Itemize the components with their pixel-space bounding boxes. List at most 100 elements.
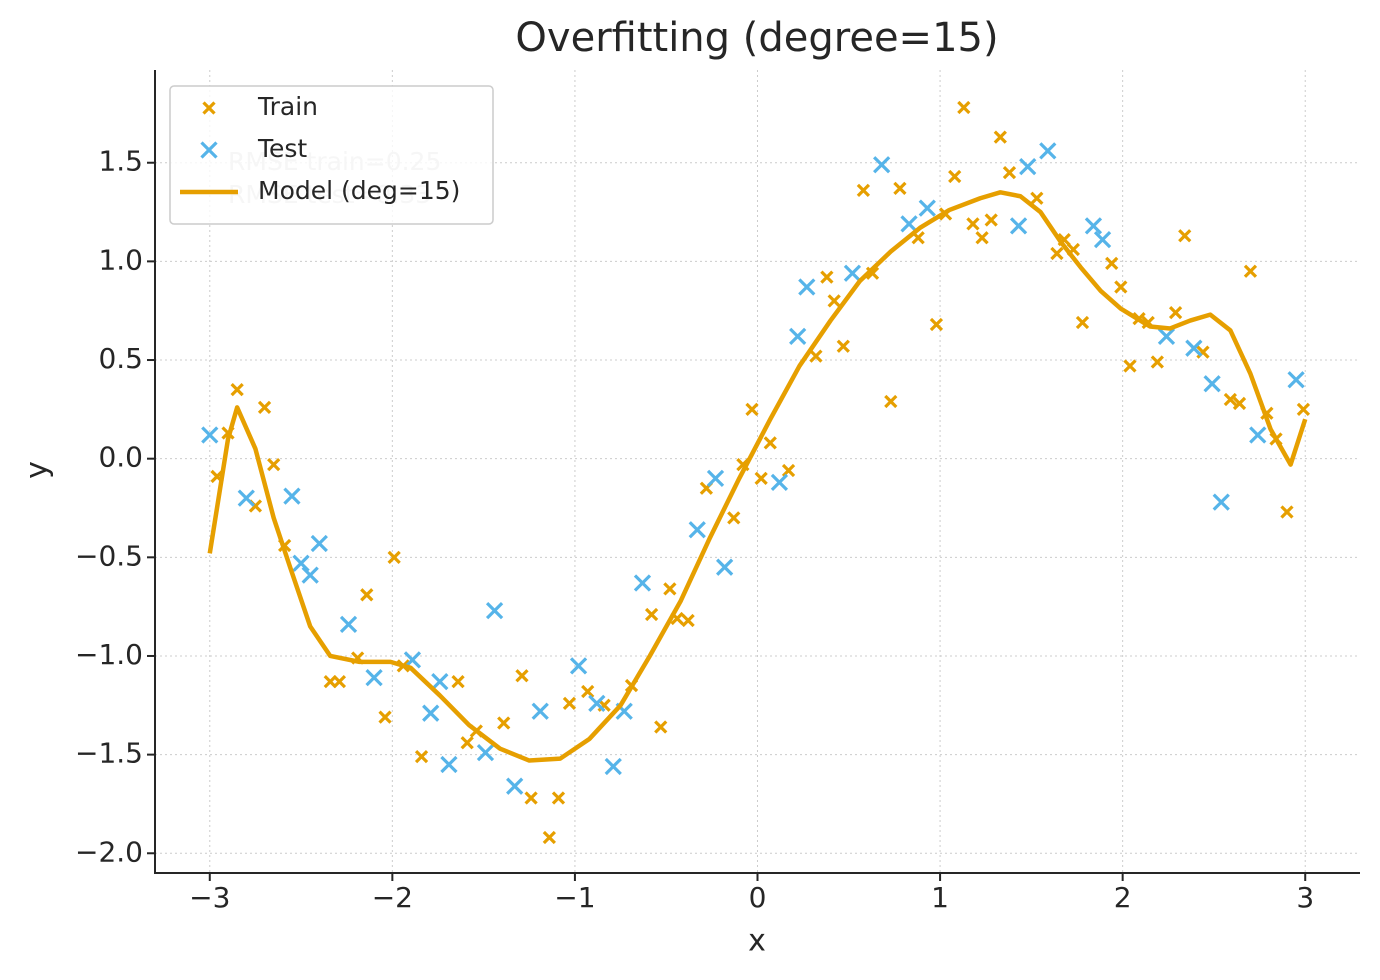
point bbox=[1123, 359, 1137, 373]
point bbox=[966, 217, 980, 231]
point bbox=[604, 757, 622, 776]
point bbox=[460, 736, 474, 750]
point bbox=[414, 749, 429, 764]
x-tick-label: 3 bbox=[1296, 881, 1314, 914]
point bbox=[257, 400, 272, 415]
point bbox=[1114, 280, 1128, 294]
point bbox=[1249, 426, 1267, 444]
point bbox=[1296, 402, 1311, 416]
x-tick-label: 2 bbox=[1114, 881, 1132, 914]
point bbox=[451, 674, 465, 689]
point bbox=[681, 613, 695, 628]
point bbox=[588, 694, 606, 712]
point bbox=[542, 830, 556, 845]
point bbox=[918, 199, 936, 217]
y-tick-label: −1.5 bbox=[75, 737, 143, 770]
point bbox=[551, 791, 566, 805]
point bbox=[485, 601, 504, 620]
point bbox=[283, 487, 301, 505]
point bbox=[1009, 217, 1028, 235]
point bbox=[1232, 396, 1247, 411]
point bbox=[267, 457, 281, 472]
point bbox=[476, 744, 495, 762]
legend-swatch bbox=[200, 141, 218, 159]
point bbox=[1212, 493, 1230, 511]
x-tick-label: 1 bbox=[931, 881, 949, 914]
point bbox=[770, 473, 789, 491]
legend-swatch bbox=[202, 101, 216, 115]
point bbox=[984, 213, 998, 227]
point bbox=[1185, 339, 1203, 357]
point bbox=[531, 702, 549, 720]
point bbox=[820, 270, 834, 284]
point bbox=[1084, 217, 1103, 235]
legend-label: Train bbox=[257, 92, 318, 121]
point bbox=[1168, 306, 1183, 320]
x-tick-label: 0 bbox=[749, 881, 767, 914]
point bbox=[230, 382, 244, 397]
y-tick-label: −1.0 bbox=[75, 638, 143, 671]
point bbox=[1157, 327, 1176, 345]
x-tick-label: −1 bbox=[554, 881, 595, 914]
point bbox=[569, 657, 588, 675]
point bbox=[301, 566, 319, 584]
point bbox=[957, 100, 971, 115]
point bbox=[1243, 264, 1258, 278]
point bbox=[1287, 371, 1305, 389]
y-tick-label: 0.0 bbox=[98, 441, 143, 474]
point bbox=[836, 339, 850, 353]
point bbox=[688, 521, 706, 539]
point bbox=[339, 615, 358, 634]
y-tick-label: −2.0 bbox=[75, 835, 143, 868]
point bbox=[900, 215, 918, 233]
point bbox=[789, 327, 807, 345]
point bbox=[1105, 256, 1119, 270]
legend: Train Test Model (deg=15) bbox=[169, 85, 494, 225]
point bbox=[515, 669, 529, 683]
point bbox=[948, 169, 962, 184]
model-line bbox=[207, 190, 1308, 763]
legend-label: Model (deg=15) bbox=[258, 176, 460, 205]
point bbox=[310, 534, 328, 553]
point bbox=[809, 349, 823, 363]
point bbox=[856, 183, 871, 197]
y-axis-label: y bbox=[20, 461, 55, 479]
point bbox=[843, 264, 862, 282]
point bbox=[562, 696, 577, 710]
legend-label: Test bbox=[257, 134, 307, 163]
x-tick-label: −2 bbox=[372, 881, 413, 914]
point bbox=[431, 672, 449, 691]
point bbox=[1002, 165, 1017, 180]
point bbox=[884, 394, 898, 409]
point bbox=[1075, 315, 1090, 330]
point bbox=[1178, 229, 1192, 243]
point bbox=[1280, 505, 1294, 519]
point bbox=[360, 588, 374, 602]
x-axis-label: x bbox=[748, 924, 766, 959]
point bbox=[827, 294, 841, 308]
point bbox=[716, 558, 734, 576]
point bbox=[654, 720, 668, 734]
point bbox=[365, 669, 383, 687]
point bbox=[893, 181, 907, 196]
point bbox=[754, 471, 768, 486]
point bbox=[387, 550, 401, 564]
point bbox=[798, 278, 816, 296]
point bbox=[993, 130, 1007, 144]
point bbox=[644, 607, 659, 622]
point bbox=[929, 317, 944, 332]
y-tick-label: 0.5 bbox=[98, 342, 143, 375]
point bbox=[581, 684, 595, 699]
legend-box bbox=[169, 85, 494, 225]
point bbox=[292, 554, 310, 572]
point bbox=[201, 426, 219, 444]
point bbox=[706, 469, 725, 488]
point bbox=[378, 710, 392, 724]
point bbox=[781, 463, 796, 478]
point bbox=[1039, 142, 1057, 160]
point bbox=[1030, 191, 1044, 205]
point bbox=[332, 674, 347, 689]
point bbox=[237, 489, 255, 507]
point bbox=[1150, 355, 1164, 369]
